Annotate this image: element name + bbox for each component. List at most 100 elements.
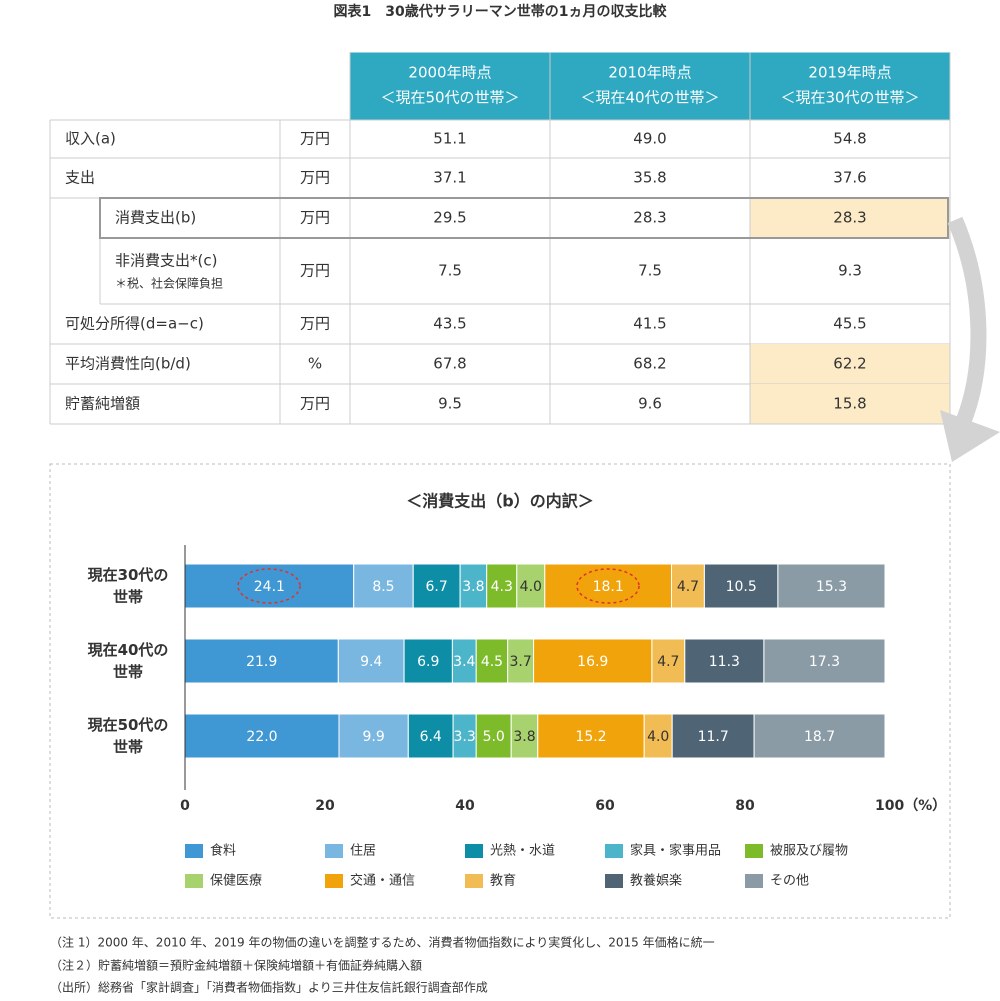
value-label: 3.7: [510, 654, 532, 670]
row-label: 支出: [65, 169, 95, 187]
bar-segment: [459, 563, 488, 609]
value-label: 3.4: [453, 654, 475, 670]
legend-swatch: [185, 844, 203, 858]
cell-value: 7.5: [638, 262, 662, 280]
row-unit: 万円: [300, 262, 330, 280]
legend-label: 住居: [350, 844, 376, 859]
cell-value: 54.8: [833, 130, 866, 148]
highlight-circle: [576, 568, 640, 604]
x-tick-label: 100（%）: [875, 798, 946, 814]
value-label: 18.7: [804, 729, 835, 745]
value-label: 11.3: [709, 654, 740, 670]
bar-segment: [671, 713, 755, 759]
bar-segment: [353, 563, 414, 609]
bar-segment: [475, 713, 512, 759]
note: （出所）総務省「家計調査」「消費者物価指数」より三井住友信託銀行調査部作成: [50, 980, 488, 995]
bar-segment: [533, 638, 653, 684]
x-tick-label: 20: [315, 798, 335, 814]
bar-segment: [407, 713, 454, 759]
header-cell: [349, 51, 551, 121]
bar-segment: [643, 713, 673, 759]
bar-segment: [516, 563, 546, 609]
bar-segment: [753, 713, 886, 759]
value-label: 5.0: [483, 729, 505, 745]
header-cell: [749, 51, 951, 121]
cell-value: 9.3: [838, 262, 862, 280]
value-label: 4.7: [677, 579, 699, 595]
value-label: 22.0: [246, 729, 277, 745]
category-label: 現在40代の世帯: [87, 641, 169, 681]
note: （注 1）2000 年、2010 年、2019 年の物価の違いを調整するため、消…: [50, 935, 715, 950]
category-label: 現在30代の世帯: [87, 566, 169, 606]
value-label: 9.4: [360, 654, 382, 670]
cell-value: 68.2: [633, 355, 666, 373]
legend-swatch: [325, 874, 343, 888]
x-tick-label: 60: [595, 798, 615, 814]
bar-segment: [777, 563, 886, 609]
highlight-circle: [237, 568, 301, 604]
header-group: ＜現在40代の世帯＞: [580, 89, 719, 107]
row-label: 非消費支出*(c): [115, 252, 217, 270]
legend-label: 保健医療: [210, 874, 262, 889]
cell-value: 51.1: [433, 130, 466, 148]
legend-label: 家具・家事用品: [630, 843, 721, 859]
bar-segment: [475, 638, 509, 684]
cell-value: 15.8: [833, 395, 866, 413]
row-label: 可処分所得(d=a−c): [65, 315, 204, 333]
value-label: 17.3: [809, 654, 840, 670]
cell-value: 28.3: [833, 209, 866, 227]
cell-value: 41.5: [633, 315, 666, 333]
legend-label: 光熱・水道: [490, 844, 555, 859]
bar-segment: [684, 638, 765, 684]
x-tick-label: 40: [455, 798, 475, 814]
value-label: 16.9: [577, 654, 608, 670]
bar-segment: [703, 563, 779, 609]
row-unit: %: [308, 355, 322, 373]
row-box: [99, 197, 949, 239]
header-period: 2019年時点: [808, 64, 891, 82]
figure-title: 図表1 30歳代サラリーマン世帯の1ヵ月の収支比較: [334, 3, 668, 20]
value-label: 18.1: [593, 579, 624, 595]
header-period: 2010年時点: [608, 64, 691, 82]
highlight-cell: [750, 344, 950, 384]
row-unit: 万円: [300, 315, 330, 333]
legend-label: 被服及び履物: [770, 844, 848, 859]
value-label: 15.2: [575, 729, 606, 745]
row-unit: 万円: [300, 395, 330, 413]
cell-value: 37.1: [433, 169, 466, 187]
cell-value: 35.8: [633, 169, 666, 187]
value-label: 3.8: [462, 579, 484, 595]
row-label: 収入(a): [65, 130, 116, 148]
bar-segment: [537, 713, 645, 759]
bar-segment: [184, 563, 355, 609]
value-label: 24.1: [254, 579, 285, 595]
note: （注２）貯蓄純増額＝預貯金純増額＋保険純増額＋有価証券純購入額: [50, 958, 422, 973]
category-label: 現在50代の世帯: [87, 716, 169, 756]
value-label: 6.7: [426, 579, 448, 595]
row-label: 消費支出(b): [115, 209, 196, 227]
value-label: 3.8: [513, 729, 535, 745]
value-label: 4.3: [491, 579, 513, 595]
x-tick-label: 0: [180, 798, 190, 814]
header-group: ＜現在50代の世帯＞: [380, 89, 519, 107]
chart-title: ＜消費支出（b）の内訳＞: [406, 492, 593, 511]
cell-value: 9.6: [638, 395, 662, 413]
value-label: 4.5: [481, 654, 503, 670]
value-label: 8.5: [372, 579, 394, 595]
legend-label: 教養娯楽: [630, 873, 682, 889]
legend-label: 交通・通信: [350, 873, 415, 889]
legend-label: その他: [770, 874, 809, 889]
value-label: 10.5: [726, 579, 757, 595]
highlight-cell: [750, 384, 950, 424]
bar-segment: [510, 713, 539, 759]
cell-value: 7.5: [438, 262, 462, 280]
cell-value: 29.5: [433, 209, 466, 227]
cell-value: 9.5: [438, 395, 462, 413]
header-period: 2000年時点: [408, 64, 491, 82]
legend-label: 食料: [210, 843, 236, 859]
row-label: 貯蓄純増額: [65, 395, 140, 413]
bar-segment: [544, 563, 672, 609]
bar-segment: [184, 713, 340, 759]
bar-segment: [507, 638, 535, 684]
